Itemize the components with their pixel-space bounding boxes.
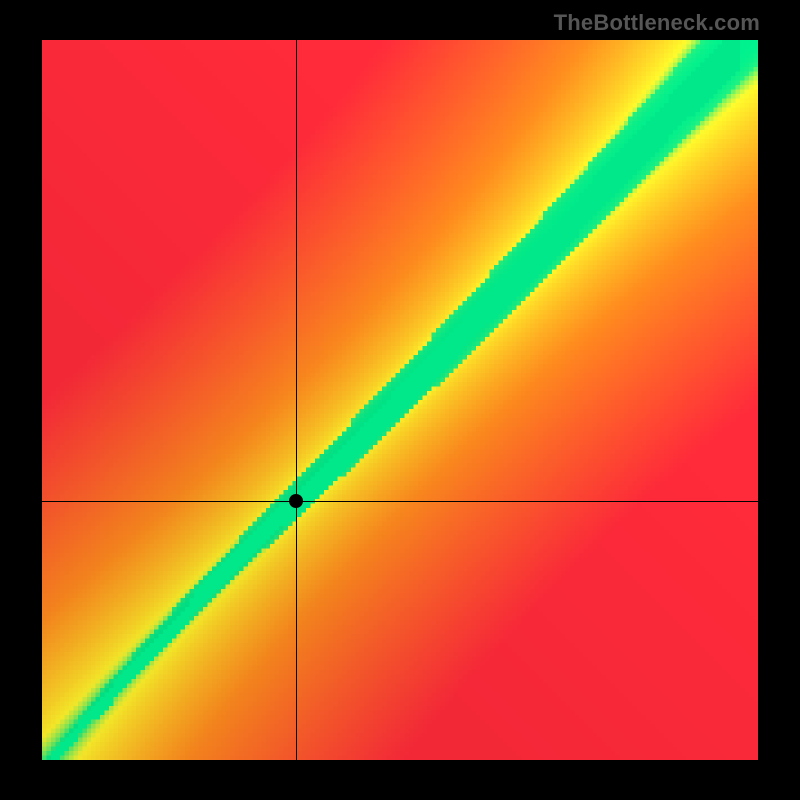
crosshair-marker-dot	[289, 494, 303, 508]
crosshair-vertical	[296, 40, 297, 760]
crosshair-horizontal	[42, 501, 758, 502]
heatmap-canvas	[42, 40, 758, 760]
figure-root: TheBottleneck.com	[0, 0, 800, 800]
watermark-text: TheBottleneck.com	[554, 10, 760, 36]
heatmap-plot-area	[42, 40, 758, 760]
